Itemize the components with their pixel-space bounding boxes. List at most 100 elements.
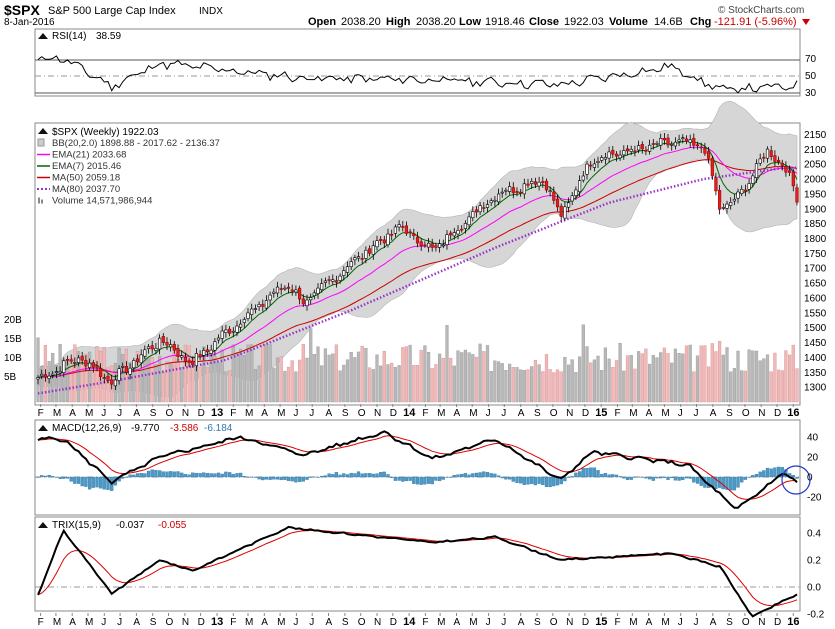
volume-bar — [154, 364, 158, 403]
time-tick-label: D — [774, 408, 781, 419]
volume-bar — [213, 355, 217, 403]
candle-body — [703, 148, 707, 154]
volume-bar — [662, 347, 666, 403]
macd-tick-label: -20 — [807, 493, 822, 504]
time-tick-label: O — [742, 408, 750, 419]
macd-histogram-bar — [216, 472, 221, 478]
volume-bar — [84, 353, 88, 403]
candle-body — [390, 234, 394, 236]
macd-histogram-bar — [80, 476, 84, 487]
candle-body — [334, 280, 339, 283]
volume-bar — [316, 346, 320, 403]
macd-histogram-bar — [191, 472, 195, 478]
time-tick-label: O — [166, 617, 174, 628]
macd-histogram-bar — [603, 473, 608, 478]
volume-bar — [633, 368, 637, 403]
candle-body — [530, 181, 534, 184]
exchange: INDX — [199, 6, 223, 17]
time-tick-label: D — [390, 408, 397, 419]
volume-bar — [769, 371, 773, 403]
trix-line — [37, 525, 798, 618]
time-tick-label: M — [245, 408, 253, 419]
volume-bar — [69, 358, 73, 403]
volume-bar — [87, 351, 92, 403]
collapse-triangle-icon[interactable] — [38, 128, 48, 134]
candle-body — [504, 189, 508, 192]
candle-body — [401, 226, 405, 228]
volume-bar — [485, 345, 490, 403]
volume-bar — [703, 345, 707, 403]
volume-bar — [434, 364, 438, 403]
candle-body — [577, 180, 582, 193]
volume-tick-label: 5B — [4, 372, 17, 383]
legend-swatch — [41, 199, 43, 204]
macd-histogram-bar — [242, 476, 246, 478]
candlesticks — [36, 133, 799, 390]
candle-body — [117, 368, 121, 381]
candle-body — [563, 206, 567, 219]
candle-body — [231, 330, 235, 333]
time-tick-label: A — [646, 617, 653, 628]
macd-histogram-bar — [65, 476, 70, 479]
macd-histogram-bar — [441, 476, 445, 480]
candle-body — [482, 207, 486, 209]
candle-body — [349, 261, 353, 268]
price-tick-label: 1700 — [804, 264, 827, 275]
macd-histogram-bar — [297, 476, 302, 482]
candle-body — [533, 181, 537, 185]
macd-histogram-bar — [666, 476, 670, 480]
volume-bar — [168, 363, 173, 403]
volume-bar — [235, 352, 239, 403]
time-tick-label: M — [437, 617, 445, 628]
volume-bar — [360, 345, 364, 403]
macd-histogram-bar — [40, 475, 44, 478]
macd-histogram-bar — [345, 474, 350, 478]
candle-body — [110, 379, 114, 385]
candle-body — [681, 137, 685, 139]
macd-histogram-bar — [36, 476, 40, 478]
rsi-label: RSI(14) — [52, 31, 86, 42]
svg-text:Chg: Chg — [690, 16, 711, 28]
volume-bar — [264, 344, 268, 403]
macd-histogram-bar — [673, 476, 678, 481]
candle-body — [747, 183, 751, 190]
candle-body — [191, 360, 195, 365]
macd-histogram-bar — [581, 468, 585, 478]
volume-bar — [541, 371, 545, 403]
volume-bar — [73, 344, 77, 403]
volume-bars — [36, 324, 799, 403]
time-tick-label: J — [309, 617, 314, 628]
volume-bar — [412, 365, 416, 403]
macd-histogram-bar — [773, 467, 777, 478]
time-tick-label: S — [726, 408, 733, 419]
candle-body — [430, 243, 434, 248]
candle-body — [725, 203, 729, 209]
volume-bar — [718, 341, 722, 403]
collapse-triangle-icon[interactable] — [38, 522, 48, 528]
volume-bar — [298, 359, 302, 403]
collapse-triangle-icon[interactable] — [38, 425, 48, 431]
volume-bar — [238, 348, 243, 403]
candle-body — [618, 154, 622, 159]
candle-body — [644, 150, 648, 152]
candle-body — [320, 283, 324, 291]
legend-label: MA(80) 2037.70 — [52, 184, 120, 195]
macd-histogram-bar — [647, 476, 652, 480]
macd-histogram-bar — [729, 476, 733, 491]
collapse-triangle-icon[interactable] — [38, 33, 48, 39]
volume-bar — [725, 347, 729, 403]
macd-histogram-bar — [636, 476, 641, 478]
volume-bar — [673, 348, 677, 403]
macd-histogram-bar — [493, 473, 497, 478]
time-tick-label: O — [550, 408, 558, 419]
macd-histogram-bar — [327, 473, 331, 478]
volume-bar — [637, 351, 641, 403]
price-tick-label: 2100 — [804, 145, 827, 156]
candle-body — [721, 207, 725, 209]
candle-body — [268, 294, 272, 301]
candle-body — [496, 193, 501, 203]
volume-bar — [603, 347, 607, 403]
volume-bar — [202, 346, 206, 403]
volume-bar — [364, 348, 368, 403]
volume-bar — [294, 371, 298, 403]
